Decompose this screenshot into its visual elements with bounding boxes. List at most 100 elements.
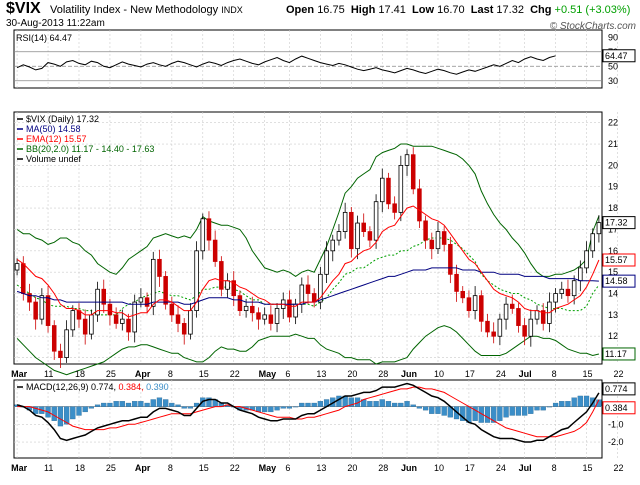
candle [33, 301, 38, 320]
candle [107, 303, 113, 316]
quote-bar: Open 16.75 High 17.41 Low 16.70 Last 17.… [286, 4, 631, 16]
macd-hist-bar [107, 402, 113, 407]
macd-hist-bar [169, 402, 175, 407]
macd-hist-bar [429, 406, 435, 414]
price-y-tick: 15 [608, 267, 618, 277]
candle [175, 314, 181, 324]
candle [268, 314, 274, 324]
candle [528, 318, 534, 337]
candle [584, 250, 589, 269]
macd-hist-bar [503, 406, 509, 418]
candle [386, 177, 391, 205]
rsi-legend: RSI(14) 64.47 [16, 33, 72, 43]
macd-hist-bar [367, 401, 373, 407]
macd-hist-bar [76, 406, 82, 416]
candle [157, 258, 162, 277]
macd-hist-bar [416, 406, 423, 409]
macd-hist-bar [280, 406, 286, 409]
x-axis-tick: May [259, 369, 277, 379]
candle [250, 305, 255, 314]
macd-hist-bar [113, 401, 119, 407]
candle [429, 239, 435, 250]
candle [231, 280, 236, 297]
rsi-y-tick: 50 [608, 61, 618, 71]
x-axis-tick: 6 [285, 463, 290, 473]
macd-legend: MACD(12,26,9) 0.774, 0.384, 0.390 [26, 382, 169, 392]
macd-hist-bar [546, 406, 553, 408]
x-axis-tick: Apr [135, 369, 151, 379]
candle [361, 222, 366, 232]
x-axis-tick: 15 [583, 369, 593, 379]
macd-hist-bar [534, 406, 540, 411]
macd-value-label-box [602, 382, 636, 396]
candle [441, 231, 447, 245]
x-axis-tick: May [259, 463, 277, 473]
macd-hist-bar [181, 406, 187, 409]
candle [485, 320, 490, 333]
candle [497, 318, 503, 337]
x-axis-tick: Jul [519, 369, 532, 379]
price-legend-entry: BB(20,2.0) 11.17 - 14.40 - 17.63 [26, 144, 154, 154]
macd-hist-bar [286, 406, 293, 409]
candle [262, 314, 267, 320]
price-y-tick: 16 [608, 246, 618, 256]
macd-frame [13, 379, 603, 459]
x-axis-tick: 22 [230, 463, 240, 473]
rsi-y-tick: 30 [608, 76, 618, 86]
x-axis-tick: 10 [434, 369, 444, 379]
price-y-tick: 17 [608, 224, 618, 234]
candle [472, 295, 478, 312]
candle [126, 318, 131, 333]
candle [256, 312, 261, 320]
candle [299, 284, 305, 305]
candle [89, 314, 94, 335]
price-x-axis: Mar 11 18 25 Apr 8 15 22 May 6 13 20 28 Jun 10 17 24 Jul 8… [11, 369, 623, 379]
candle [491, 331, 496, 337]
x-axis-tick: 18 [75, 463, 85, 473]
x-axis-tick: 18 [75, 369, 85, 379]
candle [27, 293, 32, 303]
macd-y-tick: -2.0 [608, 437, 624, 447]
macd-hist-bar [206, 397, 212, 407]
x-axis-tick: 15 [199, 463, 209, 473]
x-axis-tick: 24 [496, 463, 506, 473]
macd-signal-label-box [602, 401, 636, 415]
x-axis-tick: 25 [106, 463, 116, 473]
candle [324, 250, 329, 275]
candle [553, 293, 558, 303]
macd-hist-bar [484, 406, 491, 423]
macd-hist-bar [583, 395, 590, 407]
price-y-tick: 22 [608, 118, 618, 128]
macd-hist-bar [317, 401, 324, 407]
x-axis-tick: 11 [44, 369, 53, 379]
macd-hist-bar [552, 402, 559, 407]
macd-hist-bar [422, 406, 429, 411]
ema12-line [16, 205, 600, 318]
macd-hist-bar [57, 406, 64, 427]
ma-price-label: 14.58 [605, 276, 628, 286]
macd-hist-bar [33, 406, 39, 414]
macd-hist-bar [392, 402, 398, 407]
macd-hist-bar [596, 399, 602, 407]
candle [571, 280, 577, 297]
price-legend-entry: $VIX (Daily) 17.32 [26, 114, 99, 124]
bb-lower-price-label-box [602, 347, 636, 361]
ema-price-label-box [602, 253, 636, 267]
candle [423, 220, 428, 241]
macd-hist-bar [472, 406, 478, 421]
x-axis-tick: 15 [199, 369, 209, 379]
candle [454, 273, 459, 292]
bb-lower-price-label: 11.17 [605, 349, 627, 359]
candle [596, 222, 602, 235]
x-axis-tick: Apr [135, 463, 151, 473]
candle [516, 308, 521, 326]
macd-x-axis: Mar 11 18 25 Apr 8 15 22 May 6 13 20 28 Jun 10 17 24 Jul 8… [11, 463, 623, 473]
macd-hist-bar [268, 406, 274, 413]
price-y-tick: 13 [608, 310, 618, 320]
bb-upper-line [16, 143, 600, 278]
macd-hist-bar [497, 406, 503, 421]
candle [578, 267, 583, 282]
candle [194, 250, 199, 312]
price-frame [13, 111, 603, 365]
macd-hist-bar [559, 401, 565, 407]
